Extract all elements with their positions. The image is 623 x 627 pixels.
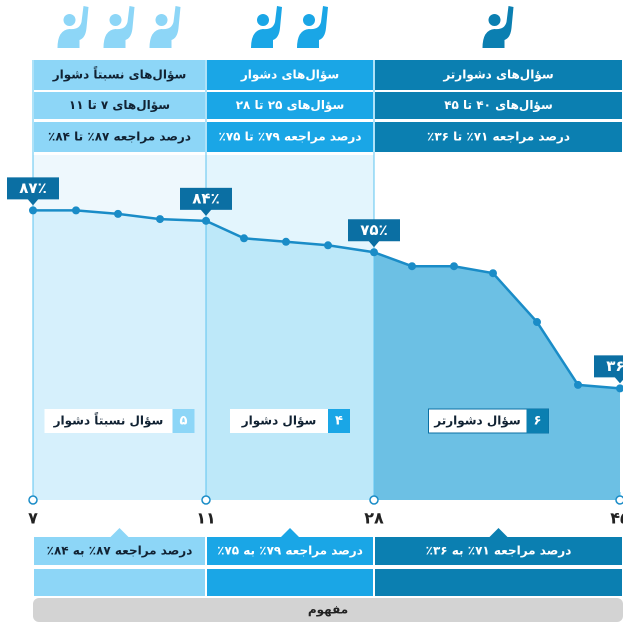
label-pointer xyxy=(368,240,380,248)
bottom-cell xyxy=(34,537,205,565)
point xyxy=(370,248,378,257)
header-cell xyxy=(34,92,205,119)
zone-count: ۶ xyxy=(534,414,542,429)
point xyxy=(202,216,210,225)
x-tick-dot xyxy=(369,495,379,505)
label-pointer xyxy=(27,198,39,206)
header-text: سؤال‌های نسبتاً دشوار xyxy=(52,66,187,83)
bottom-cell-empty xyxy=(375,569,622,596)
point xyxy=(408,262,416,271)
icon-head xyxy=(303,14,315,26)
bottom-cell xyxy=(375,537,622,565)
point xyxy=(616,384,623,393)
value-label: ۳۶٪ xyxy=(606,357,623,375)
zone-label: سؤال نسبتاً دشوار xyxy=(53,412,164,429)
icon-head xyxy=(155,14,168,26)
bottom-cell-empty xyxy=(34,569,205,596)
person-icon xyxy=(482,6,514,48)
point xyxy=(324,241,332,250)
header-text: سؤال‌های ۷ تا ۱۱ xyxy=(69,98,170,113)
x-tick-dot xyxy=(28,495,38,505)
value-label-bg xyxy=(7,177,59,200)
point xyxy=(450,262,458,271)
header-text: درصد مراجعه ۷۹٪ تا ۷۵٪ xyxy=(219,130,362,144)
x-tick-label: ۷ xyxy=(28,509,38,528)
zone-label: سؤال دشوارتر xyxy=(433,414,521,429)
value-label: ۷۵٪ xyxy=(360,221,387,239)
bottom-text: درصد مراجعه ۷۹٪ به ۷۵٪ xyxy=(217,544,363,558)
icon-body xyxy=(57,6,89,48)
bottom-pointer xyxy=(110,528,129,537)
bottom-cell xyxy=(207,537,373,565)
icon-body xyxy=(251,6,282,48)
zone-count: ۵ xyxy=(180,414,188,429)
point xyxy=(114,209,122,218)
point xyxy=(574,380,582,389)
zone-label: سؤال دشوار xyxy=(241,414,317,429)
area-fill xyxy=(374,252,620,500)
icon-body xyxy=(149,6,181,48)
header-cell xyxy=(207,60,373,90)
bottom-cell-empty xyxy=(207,569,373,596)
x-tick-label: ۴۵ xyxy=(610,509,623,528)
header-text: سؤال‌های دشوارتر xyxy=(442,68,553,83)
icon-body xyxy=(482,6,514,48)
bottom-text: درصد مراجعه ۷۱٪ به ۳۶٪ xyxy=(426,544,572,558)
footer-bg xyxy=(33,598,623,622)
label-pointer xyxy=(614,376,623,384)
header-cell xyxy=(34,60,205,90)
person-icon xyxy=(251,6,282,48)
person-icon xyxy=(297,6,328,48)
icon-head xyxy=(257,14,269,26)
zone-count: ۴ xyxy=(335,414,343,429)
icon-head xyxy=(63,14,76,26)
point xyxy=(156,215,164,224)
footer-text: مفهوم xyxy=(308,603,348,618)
icon-head xyxy=(109,14,122,26)
header-text: سؤال‌های دشوار xyxy=(240,68,339,83)
x-tick-dot xyxy=(615,495,623,505)
label-pointer xyxy=(200,208,212,216)
header-cell xyxy=(207,92,373,119)
x-tick-dot xyxy=(201,495,211,505)
zone-count-bg xyxy=(526,409,549,433)
icon-body xyxy=(297,6,328,48)
header-text: سؤال‌های ۲۵ تا ۲۸ xyxy=(236,98,345,113)
header-text: سؤال‌های ۴۰ تا ۴۵ xyxy=(444,98,553,113)
zone-count-bg xyxy=(172,409,195,433)
value-label: ۸۷٪ xyxy=(19,179,46,197)
bottom-text: درصد مراجعه ۸۷٪ به ۸۴٪ xyxy=(47,544,193,558)
bottom-pointer xyxy=(281,528,299,537)
icon-body xyxy=(103,6,135,48)
icon-head xyxy=(488,14,501,26)
value-label-bg xyxy=(180,187,232,210)
point xyxy=(29,206,37,215)
person-icon xyxy=(57,6,89,48)
value-label-bg xyxy=(348,219,400,242)
x-tick-label: ۱۱ xyxy=(196,509,216,528)
zone-count-bg xyxy=(328,409,350,433)
header-cell xyxy=(207,122,373,152)
header-cell xyxy=(375,60,622,90)
header-cell xyxy=(375,122,622,152)
point xyxy=(72,206,80,215)
x-tick-label: ۲۸ xyxy=(364,509,384,528)
bottom-pointer xyxy=(489,528,508,537)
point xyxy=(240,234,248,243)
person-icon xyxy=(149,6,181,48)
value-label-bg xyxy=(594,355,623,378)
person-icon xyxy=(103,6,135,48)
header-text: درصد مراجعه ۷۱٪ تا ۳۶٪ xyxy=(427,130,570,144)
header-cell xyxy=(375,92,622,119)
point xyxy=(282,237,290,246)
point xyxy=(489,269,497,278)
value-label: ۸۴٪ xyxy=(192,189,219,207)
header-cell xyxy=(34,122,205,152)
point xyxy=(533,318,541,327)
zone-label-bg xyxy=(44,409,195,433)
header-text: درصد مراجعه ۸۷٪ تا ۸۴٪ xyxy=(48,130,191,144)
